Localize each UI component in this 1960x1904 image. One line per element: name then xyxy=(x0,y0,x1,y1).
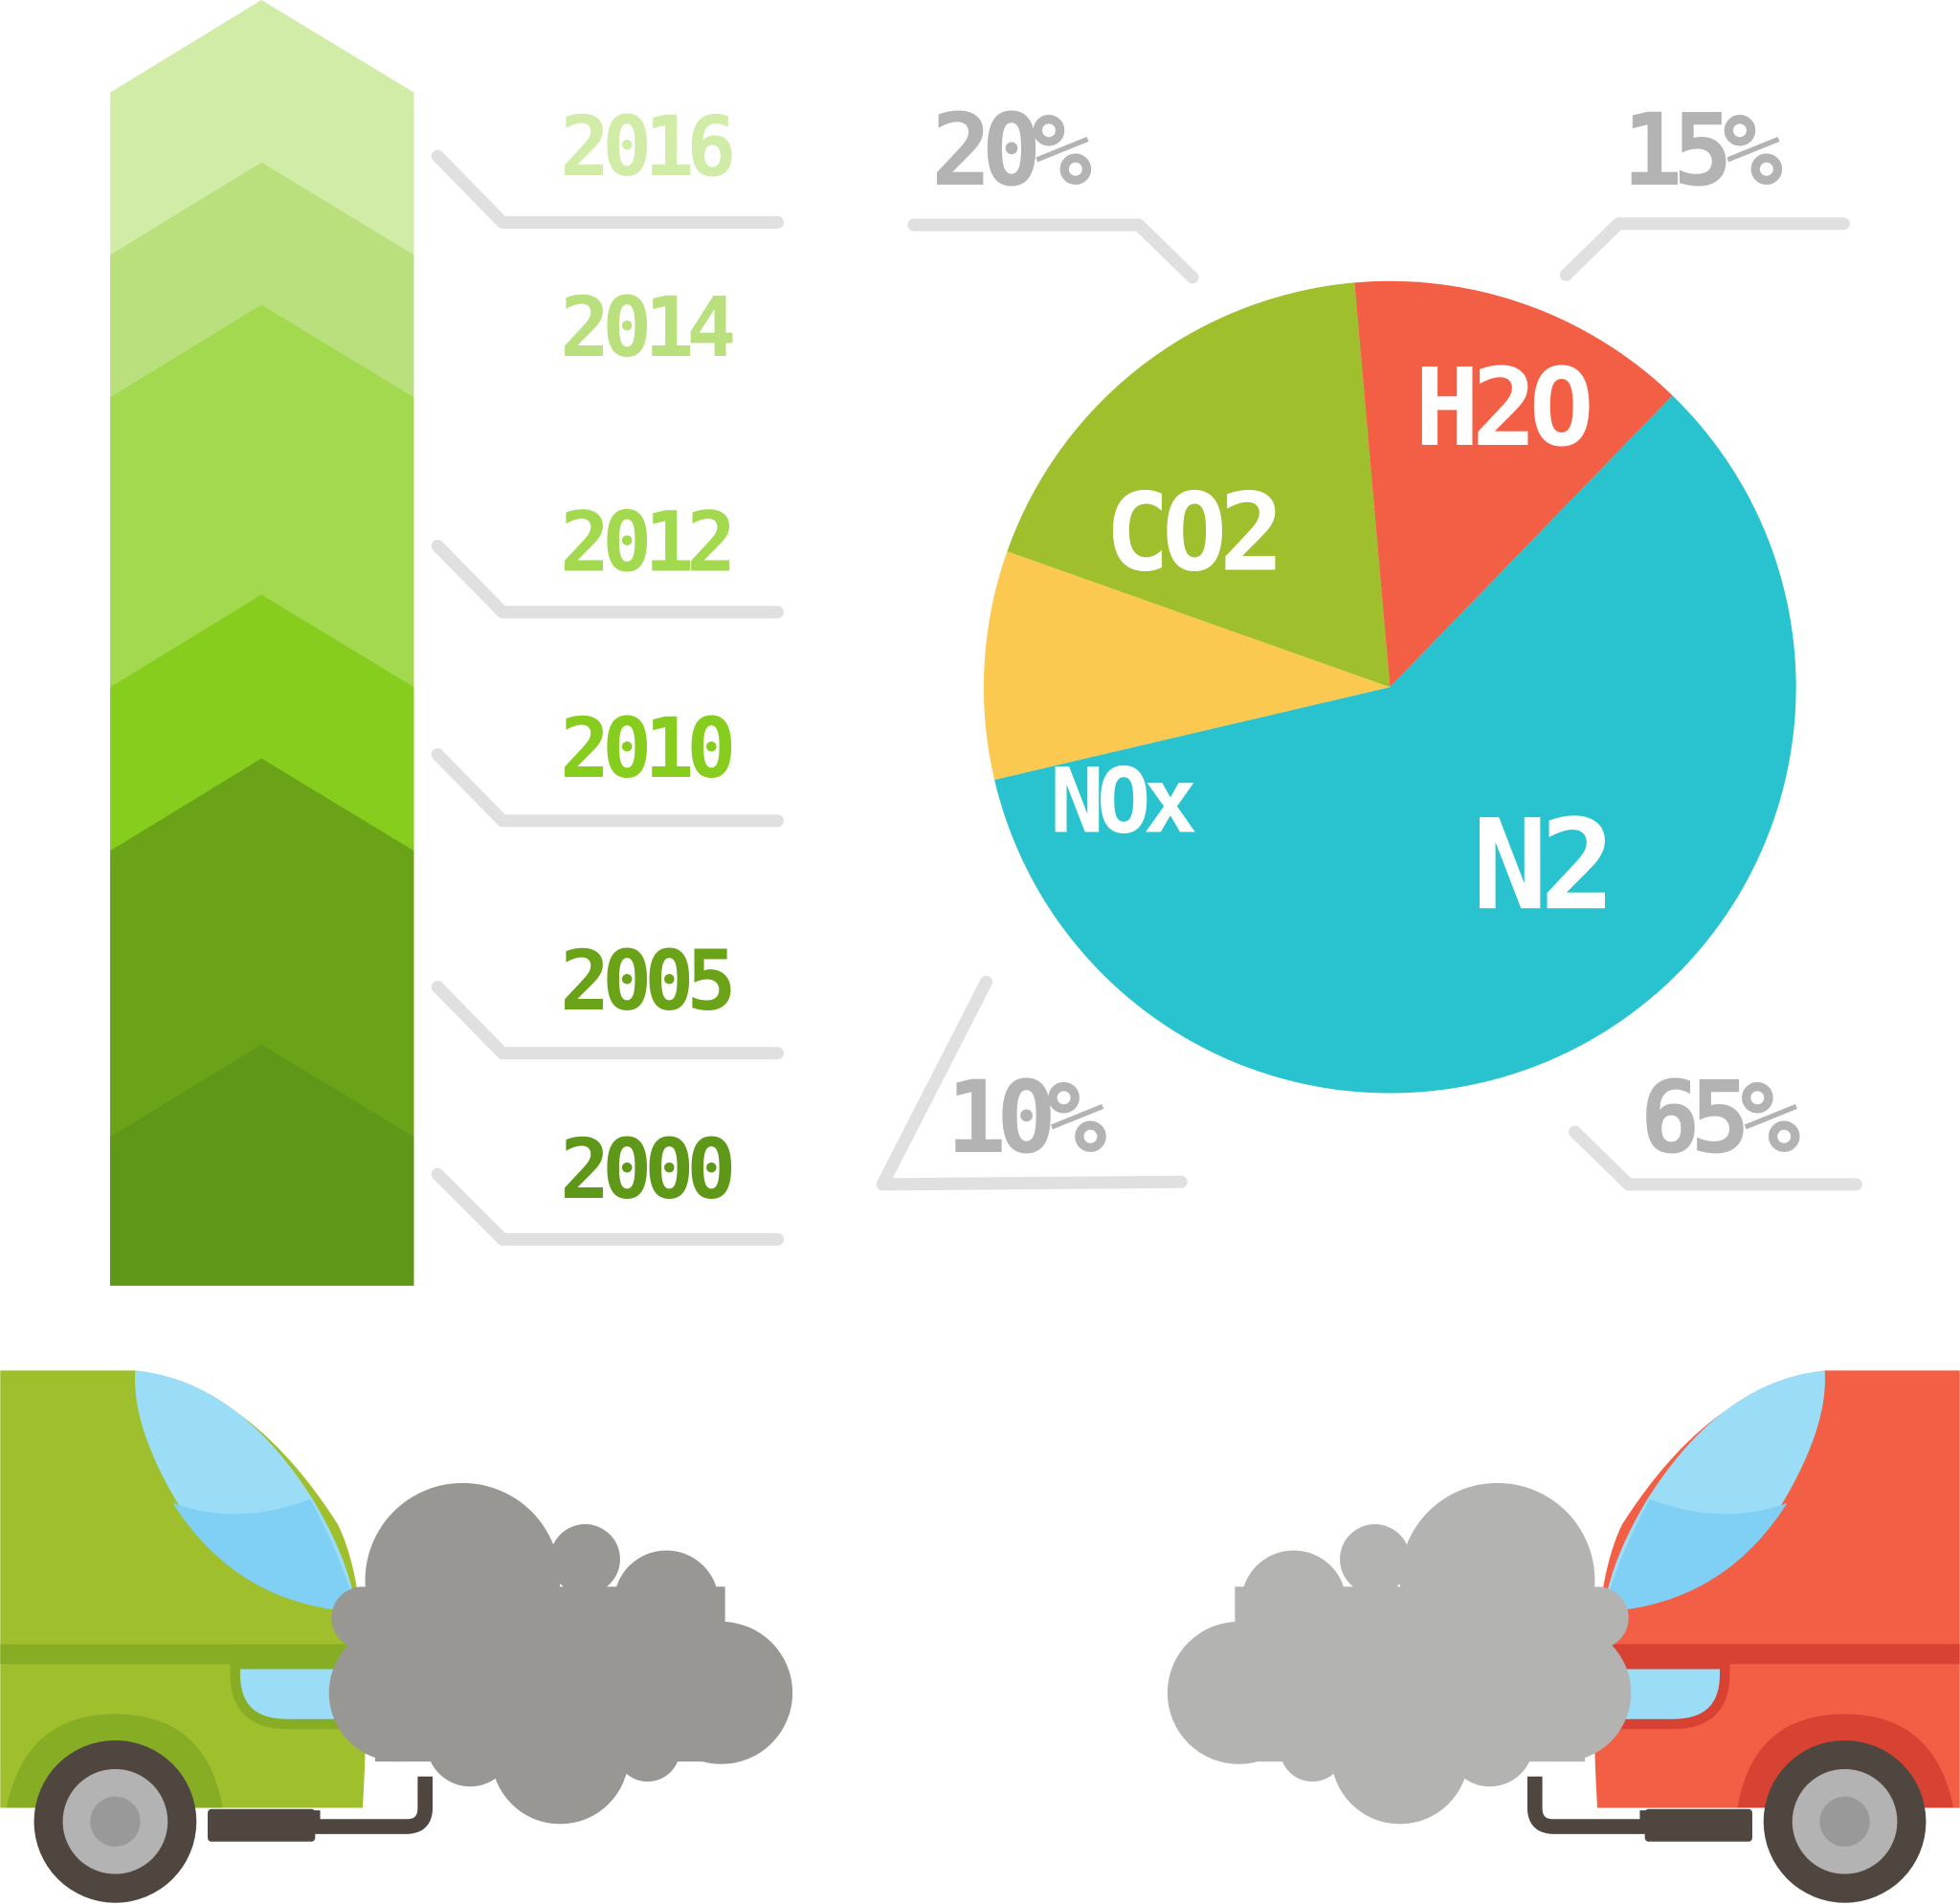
year-label-2016: 2016 xyxy=(560,100,732,195)
windshield-shade xyxy=(172,1498,357,1612)
leader-20 xyxy=(907,218,1199,284)
percent-labels: 20% 15% 10% 65% xyxy=(876,92,1862,1191)
slice-label-co2: CO2 xyxy=(1105,471,1277,595)
smoke-cloud-left xyxy=(328,1482,793,1825)
percent-h2o: 15% xyxy=(1622,92,1783,209)
leader-2005 xyxy=(431,981,784,1060)
pie-slice-n2 xyxy=(994,395,1796,1094)
leader-65 xyxy=(1569,1125,1862,1191)
slice-label-nox: NOx xyxy=(1050,750,1196,854)
year-label-2012: 2012 xyxy=(560,496,729,591)
year-leader-lines xyxy=(431,149,784,1246)
year-label-2014: 2014 xyxy=(560,280,733,376)
leader-2016 xyxy=(431,149,784,229)
pie-slice-co2 xyxy=(1007,282,1391,688)
red-car xyxy=(1167,1370,1960,1903)
bumper xyxy=(1644,1808,1752,1842)
slice-label-h2o: H2O xyxy=(1414,346,1590,471)
year-band-2000 xyxy=(110,1044,414,1286)
wheel-hub xyxy=(90,1796,141,1847)
percent-n2: 65% xyxy=(1639,1059,1800,1176)
pie-slice-labels: H2O N2 NOx CO2 xyxy=(1050,346,1615,938)
leader-2012 xyxy=(431,540,784,619)
percent-nox: 10% xyxy=(947,1059,1107,1176)
wheel-hub xyxy=(1819,1796,1870,1847)
green-car xyxy=(0,1370,793,1903)
bumper xyxy=(208,1808,316,1842)
percent-co2: 20% xyxy=(931,92,1092,209)
year-arrow-column xyxy=(110,0,414,1286)
pie-slice-nox xyxy=(983,551,1391,780)
exhaust-pipe xyxy=(1526,1776,1748,1834)
leader-2000 xyxy=(431,1167,784,1246)
exhaust-pipe xyxy=(212,1776,434,1834)
emissions-pie-chart xyxy=(983,280,1796,1094)
pie-slice-h2o xyxy=(1354,280,1673,688)
windshield-shade xyxy=(1603,1498,1788,1612)
leader-15 xyxy=(1559,217,1850,281)
leader-10 xyxy=(876,975,1188,1191)
slice-label-n2: N2 xyxy=(1472,792,1608,938)
smoke-cloud-right xyxy=(1167,1482,1632,1825)
year-label-2005: 2005 xyxy=(560,934,731,1029)
year-labels: 2016 2014 2012 2010 2005 2000 xyxy=(560,100,741,1218)
year-label-2010: 2010 xyxy=(560,701,731,797)
leader-2010 xyxy=(431,748,784,828)
year-label-2000: 2000 xyxy=(560,1122,731,1218)
